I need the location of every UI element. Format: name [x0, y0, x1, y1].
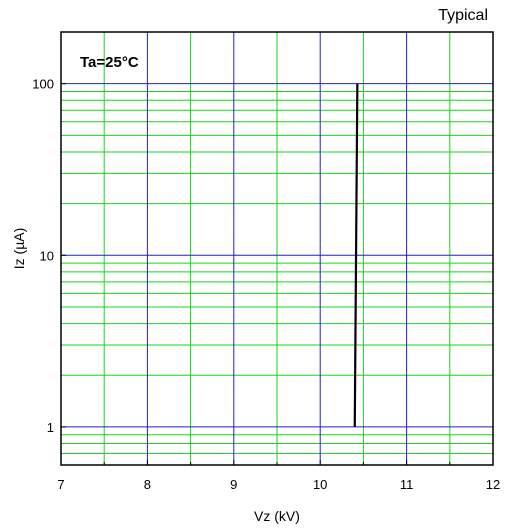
x-tick-label: 12 [486, 477, 500, 492]
x-tick-label: 10 [313, 477, 327, 492]
x-axis-label: Vz (kV) [254, 508, 300, 524]
typical-note: Typical [438, 7, 488, 24]
x-tick-label: 11 [400, 477, 414, 492]
y-axis-label: Iz (µA) [11, 228, 27, 270]
data-series-line [353, 83, 359, 427]
series-layer [353, 83, 359, 427]
temperature-annotation: Ta=25°C [80, 54, 139, 71]
x-tick-label: 9 [230, 477, 237, 492]
x-tick-label: 8 [144, 477, 151, 492]
y-tick-label: 10 [40, 248, 54, 263]
ticks: 7 8 9 10 11 12 1 10 100 [32, 77, 500, 492]
y-tick-label: 100 [32, 77, 54, 92]
x-tick-label: 7 [57, 477, 64, 492]
y-tick-label: 1 [47, 420, 54, 435]
grid [61, 32, 493, 466]
